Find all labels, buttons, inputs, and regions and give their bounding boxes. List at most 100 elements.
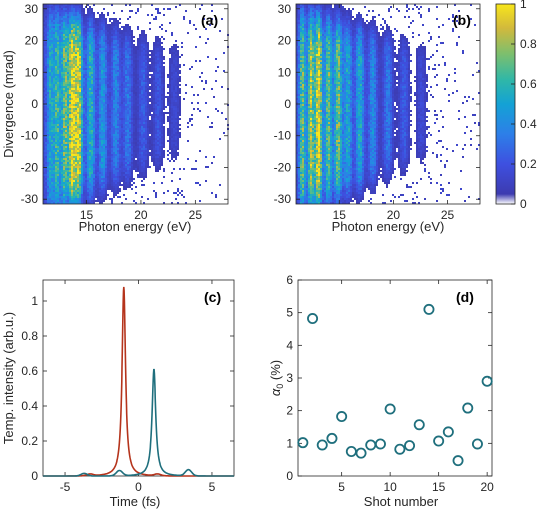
heatmap-cell [91, 58, 93, 60]
heatmap-cell [111, 110, 113, 112]
heatmap-cell [121, 66, 123, 68]
heatmap-cell [65, 146, 67, 148]
heatmap-cell [79, 126, 81, 128]
heatmap-cell [65, 128, 67, 130]
heatmap-cell [77, 82, 79, 84]
heatmap-cell [143, 184, 145, 186]
heatmap-cell [89, 144, 91, 146]
heatmap-cell [49, 78, 51, 80]
heatmap-cell [107, 104, 109, 106]
heatmap-cell [85, 98, 87, 100]
heatmap-cell [121, 40, 123, 42]
heatmap-cell [109, 140, 111, 142]
heatmap-cell [83, 104, 85, 106]
heatmap-cell [59, 162, 61, 164]
heatmap-cell [93, 44, 95, 46]
heatmap-cell [93, 20, 95, 22]
heatmap-cell [141, 34, 143, 36]
heatmap-cell [77, 110, 79, 112]
heatmap-cell [59, 166, 61, 168]
heatmap-cell [53, 170, 55, 172]
heatmap-cell [125, 122, 127, 124]
heatmap-cell [67, 200, 69, 202]
heatmap-cell [97, 94, 99, 96]
heatmap-cell [113, 104, 115, 106]
heatmap-cell [107, 66, 109, 68]
heatmap-cell [141, 102, 143, 104]
heatmap-cell [71, 20, 73, 22]
heatmap-cell [85, 144, 87, 146]
heatmap-cell [85, 194, 87, 196]
heatmap-cell [59, 8, 61, 10]
heatmap-cell [75, 84, 77, 86]
heatmap-cell [119, 172, 121, 174]
heatmap-cell [117, 130, 119, 132]
heatmap-cell [53, 152, 55, 154]
heatmap-cell [91, 90, 93, 92]
heatmap-cell [83, 46, 85, 48]
heatmap-cell [65, 130, 67, 132]
heatmap-cell [45, 4, 47, 6]
heatmap-cell [103, 134, 105, 136]
heatmap-cell [65, 126, 67, 128]
heatmap-cell [111, 42, 113, 44]
heatmap-cell [63, 60, 65, 62]
heatmap-cell [125, 118, 127, 120]
heatmap-cell [107, 136, 109, 138]
heatmap-cell [111, 74, 113, 76]
heatmap-cell [127, 186, 129, 188]
heatmap-cell [109, 150, 111, 152]
heatmap-cell [101, 110, 103, 112]
heatmap-cell [119, 156, 121, 158]
heatmap-cell [97, 132, 99, 134]
heatmap-cell [51, 94, 53, 96]
heatmap-cell [55, 196, 57, 198]
heatmap-cell [71, 138, 73, 140]
heatmap-cell [153, 108, 155, 110]
heatmap-cell [101, 50, 103, 52]
heatmap-cell [99, 90, 101, 92]
heatmap-cell [151, 160, 153, 162]
heatmap-cell [77, 72, 79, 74]
heatmap-cell [143, 98, 145, 100]
heatmap-cell [49, 146, 51, 148]
heatmap-cell [109, 26, 111, 28]
heatmap-cell [99, 150, 101, 152]
heatmap-cell [93, 68, 95, 70]
heatmap-cell [107, 124, 109, 126]
heatmap-cell [55, 136, 57, 138]
heatmap-cell [77, 102, 79, 104]
heatmap-cell [71, 108, 73, 110]
heatmap-cell [151, 100, 153, 102]
heatmap-cell [127, 158, 129, 160]
heatmap-cell [65, 156, 67, 158]
heatmap-cell [97, 60, 99, 62]
heatmap-cell [87, 104, 89, 106]
heatmap-cell [63, 28, 65, 30]
heatmap-cell [125, 48, 127, 50]
heatmap-cell [149, 92, 151, 94]
heatmap-cell [101, 118, 103, 120]
heatmap-cell [61, 196, 63, 198]
heatmap-cell [93, 108, 95, 110]
heatmap-cell [79, 18, 81, 20]
heatmap-cell [71, 156, 73, 158]
heatmap-cell [75, 98, 77, 100]
heatmap-cell [95, 154, 97, 156]
heatmap-cell [145, 70, 147, 72]
heatmap-cell [63, 116, 65, 118]
heatmap-cell [91, 16, 93, 18]
heatmap-cell [125, 188, 127, 190]
heatmap-cell [57, 146, 59, 148]
heatmap-cell [107, 64, 109, 66]
heatmap-cell [91, 10, 93, 12]
heatmap-cell [105, 78, 107, 80]
heatmap-cell [151, 142, 153, 144]
heatmap-cell [47, 160, 49, 162]
heatmap-cell [105, 90, 107, 92]
heatmap-cell [69, 112, 71, 114]
heatmap-cell [73, 22, 75, 24]
heatmap-cell [73, 46, 75, 48]
heatmap-cell [133, 182, 135, 184]
heatmap-cell [133, 112, 135, 114]
